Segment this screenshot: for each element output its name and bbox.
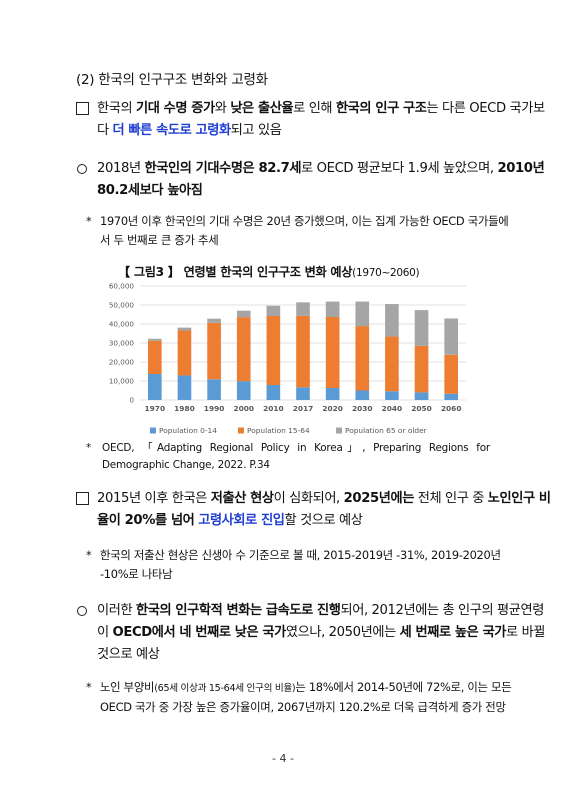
y-tick-label: 40,000 [109, 320, 135, 329]
bar-segment-elderly [355, 301, 370, 327]
y-tick-label: 10,000 [109, 377, 135, 386]
bar-segment-children [444, 393, 458, 400]
paragraph-text: 한국의 기대 수명 증가와 낮은 출산율로 인해 한국의 인구 구조는 다른 O… [97, 101, 545, 138]
paragraph-low-birth-rate: 2015년 이후 한국은 저출산 현상이 심화되어, 2025년에는 전체 인구… [76, 488, 556, 532]
bar-segment-elderly [325, 301, 340, 317]
paragraph-text: 2018년 한국인의 기대수명은 82.7세로 OECD 평균보다 1.9세 높… [97, 161, 545, 198]
bar-segment-children [207, 379, 221, 400]
legend-swatch [238, 427, 244, 434]
y-tick-label: 30,000 [109, 339, 135, 348]
y-tick-label: 50,000 [109, 301, 135, 310]
bar-segment-working-age [177, 330, 192, 376]
bar-segment-children [325, 388, 340, 400]
bar-segment-elderly [207, 318, 221, 323]
section-title: (2) 한국의 인구구조 변화와 고령화 [76, 72, 268, 88]
bar-segment-children [266, 384, 281, 400]
x-tick-label: 2040 [382, 404, 403, 413]
bar-segment-elderly [236, 310, 251, 318]
note-text: 한국의 저출산 현상은 신생아 수 기준으로 볼 때, 2015-2019년 -… [100, 548, 501, 581]
bar-segment-children [355, 390, 370, 400]
bar-segment-working-age [236, 317, 251, 382]
legend-label: Population 15-64 [247, 426, 310, 435]
x-tick-label: 1990 [204, 404, 225, 413]
note-asterisk: * [86, 548, 92, 562]
bar-segment-working-age [148, 340, 162, 374]
population-structure-chart: 60,000 50,000 40,000 30,000 20,000 10,000 0 197… [109, 282, 466, 435]
bar-segment-working-age [444, 354, 458, 394]
circle-bullet-icon [77, 164, 87, 174]
circle-bullet-icon [77, 606, 87, 616]
paragraph-text: 이러한 한국의 인구학적 변화는 급속도로 진행되어, 2012년에는 총 인구… [97, 603, 546, 662]
bar-segment-children [236, 381, 251, 400]
x-tick-label: 2010 [263, 404, 284, 413]
note-asterisk: * [86, 214, 92, 228]
bar-segment-working-age [414, 345, 429, 393]
bar-segment-working-age [296, 315, 310, 388]
bar-segment-elderly [414, 310, 429, 346]
bar-segment-elderly [266, 305, 281, 317]
bar-segment-working-age [325, 316, 340, 389]
x-tick-label: 2017 [293, 404, 314, 413]
x-tick-label: 2020 [322, 404, 343, 413]
note-birth-rate: * 한국의 저출산 현상은 신생아 수 기준으로 볼 때, 2015-2019년… [86, 546, 520, 586]
square-bullet-icon [76, 492, 89, 505]
legend-swatch [150, 427, 156, 434]
paragraph-text: 2015년 이후 한국은 저출산 현상이 심화되어, 2025년에는 전체 인구… [97, 491, 551, 528]
bar-segment-elderly [148, 338, 162, 341]
paragraph-demographic-change: 이러한 한국의 인구학적 변화는 급속도로 진행되어, 2012년에는 총 인구… [76, 600, 556, 666]
y-tick-label: 0 [129, 396, 134, 405]
bar-segment-children [385, 391, 399, 400]
x-tick-label: 2000 [233, 404, 254, 413]
note-text: 1970년 이후 한국인의 기대 수명은 20년 증가했으며, 이는 집계 가능… [100, 214, 509, 247]
y-tick-label: 20,000 [109, 358, 135, 367]
bar-segment-children [296, 387, 310, 400]
note-life-expectancy: * 1970년 이후 한국인의 기대 수명은 20년 증가했으며, 이는 집계 … [86, 212, 520, 252]
bar-segment-elderly [385, 304, 399, 337]
paragraph-aging-speed: 한국의 기대 수명 증가와 낮은 출산율로 인해 한국의 인구 구조는 다른 O… [76, 98, 556, 142]
legend-label: Population 0-14 [159, 426, 217, 435]
paragraph-life-expectancy: 2018년 한국인의 기대수명은 82.7세로 OECD 평균보다 1.9세 높… [76, 158, 556, 202]
y-tick-label: 60,000 [109, 282, 135, 291]
note-text: 노인 부양비(65세 이상과 15-64세 인구의 비율)는 18%에서 201… [100, 680, 512, 714]
bar-segment-working-age [355, 326, 370, 391]
note-dependency-ratio: * 노인 부양비(65세 이상과 15-64세 인구의 비율)는 18%에서 2… [86, 678, 520, 738]
x-tick-label: 1970 [145, 404, 166, 413]
page-number: - 4 - [272, 752, 294, 765]
x-tick-label: 2030 [352, 404, 373, 413]
x-tick-label: 2050 [411, 404, 432, 413]
legend-label: Population 65 or older [345, 426, 428, 435]
square-bullet-icon [76, 102, 89, 115]
legend-swatch [336, 427, 342, 434]
bar-segment-working-age [207, 322, 221, 380]
note-asterisk: * [86, 680, 92, 694]
bar-segment-children [148, 373, 162, 400]
bar-segment-elderly [177, 327, 192, 331]
bar-segment-elderly [296, 302, 310, 316]
bar-segment-children [414, 392, 429, 400]
x-tick-label: 2060 [441, 404, 462, 413]
source-asterisk: * [86, 442, 91, 454]
bar-segment-working-age [266, 316, 281, 385]
figure-title: 【 그림3 】 연령별 한국의 인구구조 변화 예상(1970~2060) [118, 265, 420, 279]
bar-segment-children [177, 375, 192, 400]
x-tick-label: 1980 [174, 404, 195, 413]
source-text: OECD, 「Adapting Regional Policy in Korea… [102, 442, 490, 471]
bar-segment-working-age [385, 336, 399, 392]
bar-segment-elderly [444, 318, 458, 355]
